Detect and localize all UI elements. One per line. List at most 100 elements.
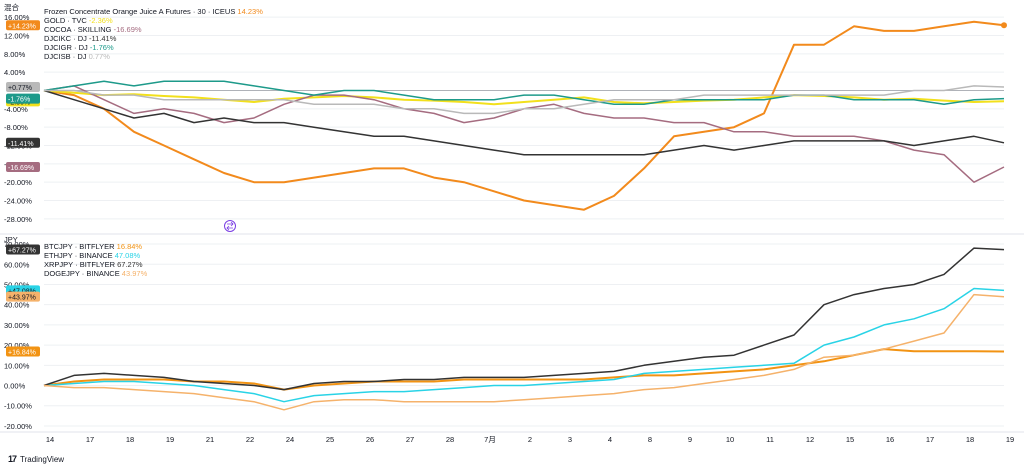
y-tick-label: 12.00% — [4, 32, 30, 41]
legend-series-name: DJCIGR · DJ — [44, 43, 90, 52]
legend-entry[interactable]: DJCISB · DJ 0.77% — [44, 52, 110, 61]
legend-entry[interactable]: XRPJPY · BITFLYER 67.27% — [44, 260, 143, 269]
y-tick-label: 16.00% — [4, 13, 30, 22]
value-badge: -16.69% — [6, 161, 40, 172]
legend-entry[interactable]: Frozen Concentrate Orange Juice A Future… — [44, 7, 263, 16]
x-tick-label: 9 — [688, 435, 692, 444]
value-badge: -1.76% — [6, 93, 40, 104]
x-tick-label: 26 — [366, 435, 374, 444]
y-tick-label: 10.00% — [4, 361, 30, 370]
x-tick-label: 18 — [966, 435, 974, 444]
series-line-2[interactable] — [43, 89, 1005, 106]
legend-series-name: DJCIKC · DJ — [44, 34, 89, 43]
x-tick-label: 8 — [648, 435, 652, 444]
value-badge-bg — [6, 291, 40, 302]
value-badge: +43.97% — [6, 291, 40, 302]
legend-series-value: -11.41% — [89, 34, 117, 43]
value-badge-text: +0.77% — [8, 85, 32, 92]
legend-entry[interactable]: DJCIKC · DJ -11.41% — [44, 34, 117, 43]
legend-entry[interactable]: GOLD · TVC -2.36% — [44, 16, 113, 25]
series-line-6[interactable] — [44, 85, 1005, 115]
legend-series-value: -1.76% — [90, 43, 114, 52]
x-tick-label: 7月 — [484, 435, 496, 444]
tradingview-logo-icon: 17 — [8, 454, 17, 464]
series-line-2[interactable] — [43, 287, 1005, 403]
legend-series-name: DOGEJPY · BINANCE — [44, 269, 122, 278]
y-tick-label: 70.00% — [4, 240, 30, 249]
y-tick-label: 4.00% — [4, 68, 26, 77]
value-badge-text: +14.23% — [8, 23, 36, 30]
legend-series-value: 16.84% — [117, 242, 143, 251]
y-tick-label: 20.00% — [4, 341, 30, 350]
series-line-3[interactable] — [43, 247, 1005, 391]
series-line-5[interactable] — [43, 80, 1005, 106]
y-tick-label: -28.00% — [4, 215, 32, 224]
value-badge: +14.23% — [6, 20, 40, 31]
value-badge-bg — [6, 161, 40, 172]
x-tick-label: 12 — [806, 435, 814, 444]
pane-1: 16.00%12.00%8.00%4.00%-4.00%-8.00%-12.00… — [4, 2, 1007, 224]
pane-label: JPY — [4, 235, 18, 244]
tradingview-branding[interactable]: 17 TradingView — [8, 454, 64, 464]
x-tick-label: 16 — [886, 435, 894, 444]
x-tick-label: 3 — [568, 435, 572, 444]
legend-series-value: 67.27% — [117, 260, 143, 269]
pane-label: 混合 — [4, 2, 19, 12]
y-tick-label: -10.00% — [4, 402, 32, 411]
compare-arrows-icon[interactable] — [224, 220, 236, 232]
x-tick-label: 17 — [86, 435, 94, 444]
value-badge-bg — [6, 20, 40, 31]
value-badge-text: +43.97% — [8, 295, 36, 302]
value-badge: -11.41% — [6, 137, 40, 148]
tradingview-wordmark: TradingView — [20, 454, 65, 464]
legend-entry[interactable]: COCOA · SKILLING -16.69% — [44, 25, 142, 34]
value-badge-text: -1.76% — [8, 97, 30, 104]
legend-series-name: BTCJPY · BITFLYER — [44, 242, 117, 251]
pane-2: 70.00% 60.00% 50.00% 40.00% 30.00% 20.00% 10.0… — [4, 235, 1005, 431]
x-tick-label: 19 — [166, 435, 174, 444]
value-badge-bg — [6, 93, 40, 104]
x-tick-label: 24 — [286, 435, 294, 444]
legend-entry[interactable]: BTCJPY · BITFLYER 16.84% — [44, 242, 142, 251]
value-badge-bg — [6, 244, 40, 255]
legend-series-value: 14.23% — [237, 7, 263, 16]
x-tick-label: 25 — [326, 435, 334, 444]
value-badge: +16.84% — [6, 346, 40, 357]
value-badge: +67.27% — [6, 244, 40, 255]
value-badge-text: -11.41% — [8, 141, 34, 148]
x-tick-label: 17 — [926, 435, 934, 444]
value-badge-text: +67.27% — [8, 248, 36, 255]
series-line-1[interactable] — [43, 20, 1005, 211]
series-line-4[interactable] — [43, 293, 1005, 411]
x-tick-label: 4 — [608, 435, 612, 444]
value-badge-text: +16.84% — [8, 349, 36, 356]
legend-series-name: Frozen Concentrate Orange Juice A Future… — [44, 7, 237, 16]
x-tick-label: 14 — [46, 435, 54, 444]
x-tick-label: 18 — [126, 435, 134, 444]
x-tick-label: 21 — [206, 435, 214, 444]
y-tick-label: 50.00% — [4, 280, 30, 289]
legend-series-name: ETHJPY · BINANCE — [44, 251, 115, 260]
x-tick-label: 27 — [406, 435, 414, 444]
legend-series-value: 0.77% — [89, 52, 111, 61]
y-tick-label: 60.00% — [4, 260, 30, 269]
y-tick-label: 8.00% — [4, 50, 26, 59]
compare-icon-arrows — [226, 221, 234, 231]
y-tick-label: -8.00% — [4, 123, 28, 132]
legend-entry[interactable]: DJCIGR · DJ -1.76% — [44, 43, 114, 52]
legend-entry[interactable]: ETHJPY · BINANCE 47.08% — [44, 251, 140, 260]
series-line-1[interactable] — [43, 348, 1005, 391]
y-tick-label: 0.00% — [4, 382, 26, 391]
legend-series-value: -16.69% — [114, 25, 142, 34]
x-tick-label: 2 — [528, 435, 532, 444]
y-tick-label: -24.00% — [4, 197, 32, 206]
x-tick-label: 28 — [446, 435, 454, 444]
legend-entry[interactable]: DOGEJPY · BINANCE 43.97% — [44, 269, 148, 278]
legend-series-name: COCOA · SKILLING — [44, 25, 114, 34]
y-tick-label: 30.00% — [4, 321, 30, 330]
series-line-4[interactable] — [43, 89, 1005, 156]
y-tick-label: -20.00% — [4, 178, 32, 187]
x-tick-label: 15 — [846, 435, 854, 444]
